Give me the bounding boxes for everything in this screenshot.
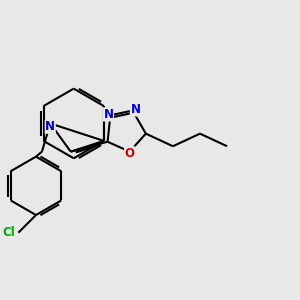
Text: Cl: Cl — [3, 226, 16, 239]
Text: N: N — [45, 120, 55, 133]
Text: O: O — [125, 147, 135, 160]
Text: N: N — [130, 103, 140, 116]
Text: N: N — [103, 108, 113, 121]
